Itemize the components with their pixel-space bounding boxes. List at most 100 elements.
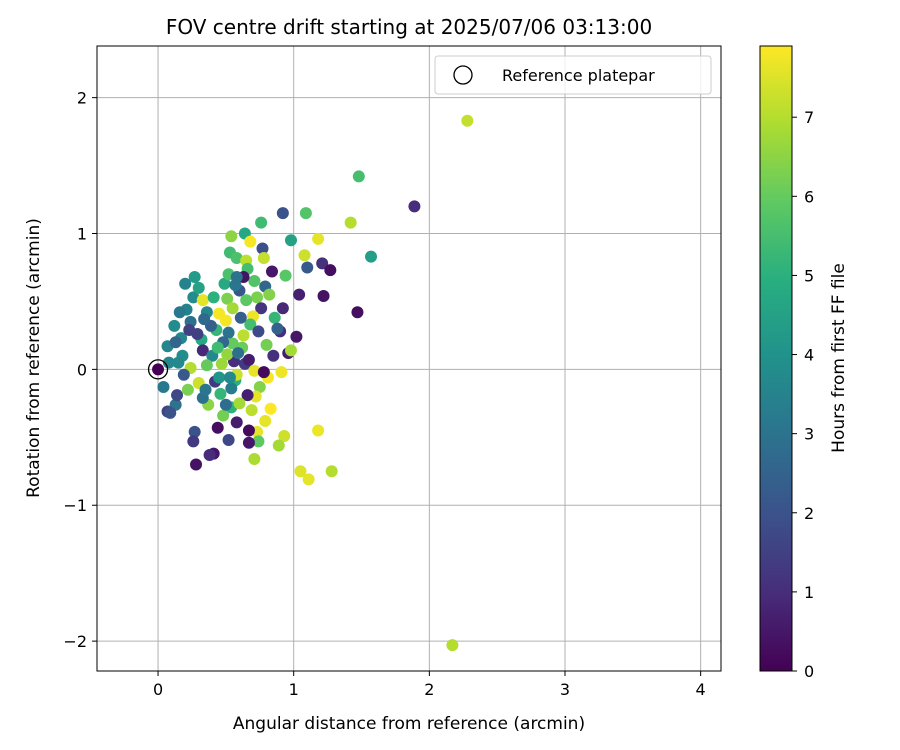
data-point [157, 381, 170, 394]
colorbar-gradient [759, 45, 793, 672]
data-point [252, 435, 265, 448]
data-point [221, 348, 234, 361]
data-point [365, 250, 378, 263]
data-point [200, 359, 213, 372]
data-point [188, 270, 201, 283]
data-point [217, 409, 230, 422]
data-points [157, 114, 474, 652]
data-point [265, 265, 278, 278]
y-tick-label: 0 [77, 360, 87, 379]
data-point [169, 336, 182, 349]
data-point [344, 216, 357, 229]
data-point [181, 383, 194, 396]
y-tick-label: 2 [77, 89, 87, 108]
data-point [225, 382, 238, 395]
data-point [301, 261, 314, 274]
colorbar-ticks: 0 1 2 3 4 5 6 7 [792, 108, 814, 681]
data-point [245, 404, 258, 417]
data-point [168, 319, 181, 332]
data-point [255, 216, 268, 229]
data-point [248, 275, 261, 288]
data-point [276, 207, 289, 220]
data-point [240, 294, 253, 307]
data-point [214, 387, 227, 400]
data-point [461, 114, 474, 127]
data-point [299, 207, 312, 220]
data-point [271, 322, 284, 335]
data-point [207, 291, 220, 304]
colorbar-tick-label: 5 [804, 266, 814, 285]
data-point [325, 465, 338, 478]
data-point [242, 424, 255, 437]
data-point [272, 439, 285, 452]
y-tick-label: 1 [77, 225, 87, 244]
colorbar-tick-label: 1 [804, 583, 814, 602]
data-point [226, 302, 239, 315]
data-point [268, 311, 281, 324]
data-point [317, 290, 330, 302]
data-point [203, 448, 216, 461]
data-point [213, 371, 226, 384]
data-point [233, 397, 246, 410]
data-point [276, 302, 289, 315]
data-point [312, 424, 325, 437]
data-point [199, 383, 212, 396]
data-point [171, 389, 184, 402]
data-point [221, 292, 234, 305]
data-point [223, 371, 236, 384]
data-point [294, 465, 307, 478]
data-point [234, 311, 247, 324]
y-tick-label: −1 [63, 496, 87, 515]
reference-marker-group [147, 359, 169, 380]
data-point [251, 291, 264, 304]
data-point [232, 347, 245, 360]
data-point [188, 425, 201, 438]
x-tick-label: 4 [696, 680, 706, 699]
data-point [275, 366, 288, 379]
colorbar-tick-label: 4 [804, 346, 814, 365]
data-point [211, 341, 224, 354]
data-point [218, 277, 231, 290]
data-point [260, 338, 273, 351]
data-point [284, 234, 297, 247]
data-point [244, 235, 257, 248]
data-point [211, 421, 224, 434]
x-tick-label: 2 [424, 680, 434, 699]
data-point [408, 200, 421, 213]
data-point [267, 349, 280, 362]
data-point [241, 389, 254, 402]
data-point [222, 434, 235, 447]
data-point [187, 435, 200, 448]
data-point [264, 402, 277, 415]
colorbar-tick-label: 3 [804, 425, 814, 444]
data-point [446, 639, 459, 652]
reference-platepar-marker [147, 359, 169, 380]
data-point [298, 249, 311, 262]
data-point [278, 429, 291, 442]
data-point [162, 356, 175, 369]
colorbar-tick-label: 2 [804, 504, 814, 523]
data-point [179, 277, 192, 290]
y-tick-label: −2 [63, 632, 87, 651]
x-tick-label: 3 [560, 680, 570, 699]
data-point [215, 357, 228, 370]
grid-lines [97, 46, 721, 671]
data-point [219, 314, 232, 327]
data-point [302, 473, 315, 486]
data-point [177, 368, 190, 381]
data-point [192, 281, 205, 294]
data-point [173, 306, 186, 319]
data-point [257, 366, 270, 379]
x-tick-label: 1 [289, 680, 299, 699]
data-point [257, 251, 270, 264]
data-point [230, 251, 243, 264]
reference-point-fill [152, 363, 165, 376]
data-point [256, 242, 269, 255]
chart-title: FOV centre drift starting at 2025/07/06 … [166, 15, 652, 39]
data-point [259, 415, 272, 427]
data-point [230, 270, 243, 283]
data-point [293, 288, 306, 301]
data-point [351, 306, 364, 319]
data-point [187, 291, 200, 304]
x-tick-label: 0 [153, 680, 163, 699]
